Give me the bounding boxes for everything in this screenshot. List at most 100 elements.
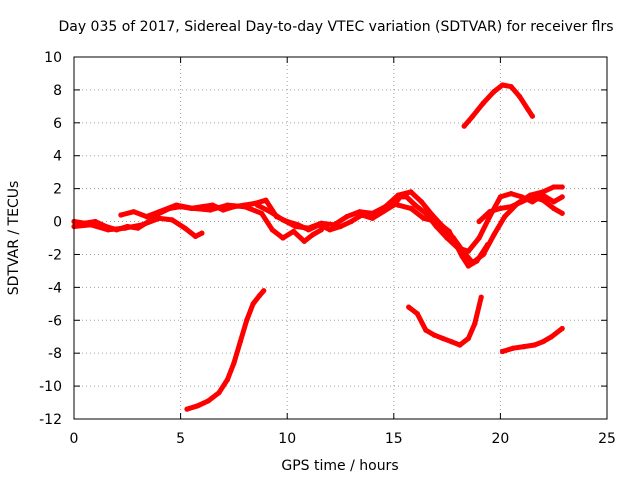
data-point — [224, 202, 231, 208]
data-point — [476, 235, 482, 241]
data-point — [521, 344, 527, 350]
data-point — [139, 222, 145, 228]
series-arc-low-rise — [184, 288, 267, 412]
data-point — [414, 311, 420, 317]
data-point — [508, 204, 514, 210]
y-tick-label: -4 — [48, 280, 62, 296]
axis-ticks: 0 5 10 15 20 25 -12 -10 -8 -6 -4 -2 0 2 4 6 8 10 — [39, 50, 616, 447]
data-point — [254, 202, 260, 208]
data-point — [491, 232, 497, 238]
data-point — [529, 113, 536, 119]
data-point — [337, 223, 344, 230]
data-point — [382, 204, 388, 210]
series-arc-main-c — [118, 202, 324, 244]
data-point — [499, 82, 506, 88]
data-point — [529, 199, 536, 205]
data-point — [173, 202, 179, 208]
data-point — [256, 293, 263, 299]
data-point — [540, 189, 546, 195]
data-point — [182, 225, 188, 231]
data-point — [497, 194, 503, 200]
data-point — [408, 205, 414, 211]
data-point — [224, 376, 231, 383]
data-point — [280, 235, 286, 241]
y-tick-label: 10 — [44, 50, 62, 66]
data-point — [169, 217, 175, 223]
data-point — [485, 242, 491, 248]
data-point — [508, 191, 514, 197]
data-point — [143, 214, 150, 220]
data-point — [408, 189, 414, 195]
data-point — [423, 327, 429, 333]
data-point — [263, 197, 269, 203]
data-point — [305, 225, 312, 231]
data-point — [88, 222, 94, 228]
data-point — [131, 209, 137, 215]
data-point — [499, 348, 506, 355]
data-point — [344, 214, 350, 220]
data-point — [448, 339, 454, 345]
data-point — [184, 406, 190, 412]
series-arc-low-dip — [406, 294, 484, 348]
y-tick-label: 8 — [53, 83, 62, 99]
data-point — [459, 253, 465, 259]
data-point — [280, 217, 286, 223]
data-point — [369, 215, 376, 221]
data-point — [348, 218, 354, 225]
data-series-group — [71, 82, 565, 412]
data-point — [105, 227, 111, 233]
data-point — [237, 339, 243, 345]
data-point — [327, 227, 333, 233]
data-point — [216, 390, 222, 396]
data-point — [540, 197, 546, 203]
series-arc-high — [461, 82, 535, 129]
data-point — [293, 223, 299, 230]
data-point — [497, 205, 503, 211]
data-point — [559, 194, 565, 200]
data-point — [457, 342, 463, 348]
data-point — [472, 321, 478, 327]
data-point — [551, 205, 557, 211]
y-tick-label: -2 — [48, 247, 62, 263]
data-point — [412, 202, 418, 208]
data-point — [474, 258, 480, 264]
x-tick-label: 15 — [385, 431, 403, 447]
y-tick-label: -10 — [39, 379, 62, 395]
data-point — [318, 220, 324, 226]
data-point — [267, 209, 273, 215]
x-tick-label: 20 — [491, 431, 509, 447]
data-point — [487, 209, 493, 215]
data-point — [395, 202, 401, 208]
x-tick-label: 0 — [70, 431, 79, 447]
data-point — [540, 339, 546, 345]
data-point — [261, 288, 267, 294]
x-tick-label: 5 — [176, 431, 185, 447]
data-point — [242, 204, 248, 210]
data-point — [391, 202, 397, 208]
y-tick-label: -8 — [48, 346, 62, 362]
data-point — [531, 342, 538, 348]
data-point — [551, 199, 557, 205]
data-point — [231, 360, 237, 366]
data-point — [559, 210, 565, 216]
data-point — [269, 227, 275, 233]
data-point — [491, 89, 497, 95]
plot-frame — [73, 56, 608, 420]
data-point — [446, 228, 452, 234]
data-point — [122, 225, 128, 231]
data-point — [529, 194, 536, 200]
data-point — [205, 398, 211, 404]
data-point — [369, 210, 376, 216]
x-tick-label: 10 — [278, 431, 296, 447]
data-point — [190, 205, 196, 211]
y-axis-label: SDTVAR / TECUs — [6, 181, 22, 296]
data-point — [357, 209, 363, 215]
y-tick-label: 0 — [53, 215, 62, 231]
data-point — [470, 113, 476, 119]
data-point — [480, 100, 486, 106]
data-point — [156, 209, 162, 215]
data-point — [92, 218, 98, 225]
data-point — [207, 207, 213, 213]
data-point — [444, 235, 450, 241]
